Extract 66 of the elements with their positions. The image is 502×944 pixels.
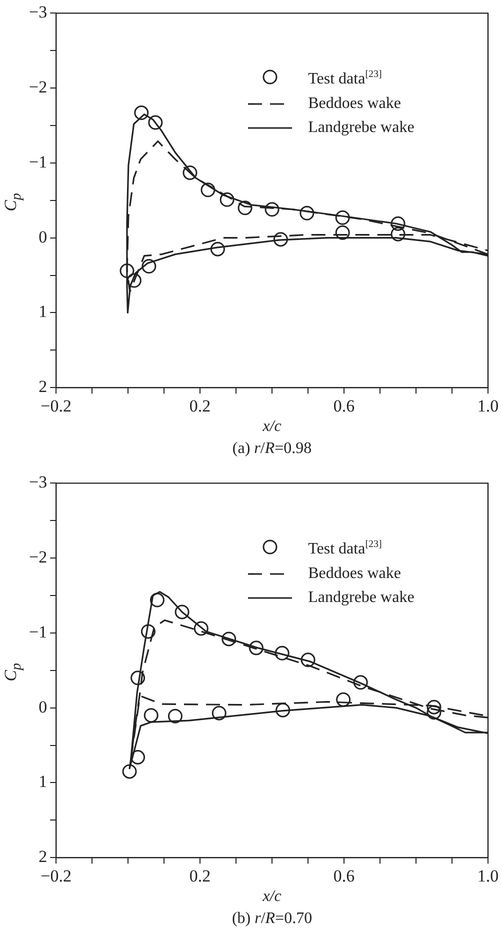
point <box>238 200 252 216</box>
point <box>140 624 156 639</box>
x-tick-label: 0.2 <box>189 866 211 886</box>
point <box>220 192 234 207</box>
point <box>126 273 142 288</box>
legend-label: Beddoes wake <box>308 564 401 584</box>
point <box>148 115 163 130</box>
point <box>426 700 442 714</box>
point <box>390 226 406 242</box>
x-axis-title: x/c <box>262 418 282 436</box>
y-tick-label: 1 <box>38 772 48 792</box>
point <box>168 708 182 724</box>
x-tick-label: 1.0 <box>477 866 499 886</box>
point <box>200 182 216 198</box>
point <box>122 764 137 779</box>
y-tick-label: 0 <box>38 697 48 716</box>
point <box>336 692 351 707</box>
text: (b) r/R=0.70 <box>230 910 314 928</box>
point <box>142 259 156 274</box>
legend-label: Landgrebe wake <box>308 588 414 608</box>
y-tick-label: −1 <box>28 152 48 172</box>
legend-label: Test data$^{[23]}$ <box>308 68 382 90</box>
point <box>390 216 406 231</box>
point <box>300 652 316 668</box>
point <box>264 202 280 217</box>
x-tick-label: −0.2 <box>40 866 72 886</box>
legend-label: Landgrebe wake <box>308 118 414 138</box>
legend-label: Test data$^{[23]}$ <box>308 538 382 560</box>
point <box>222 632 236 646</box>
y-tick-label: 2 <box>38 847 48 866</box>
y-tick-label: −3 <box>28 2 48 22</box>
point <box>353 675 368 690</box>
point <box>274 646 290 660</box>
point <box>182 165 198 180</box>
y-tick-label: −2 <box>28 78 48 97</box>
x-tick-label: 1.0 <box>477 396 499 416</box>
point <box>174 604 190 620</box>
y-tick-label: 2 <box>38 377 48 396</box>
point <box>130 670 146 686</box>
x-tick-label: 0.6 <box>333 396 355 416</box>
point <box>212 706 226 720</box>
x-axis-title: x/c <box>262 888 282 906</box>
point <box>210 242 225 256</box>
point <box>335 225 350 240</box>
point <box>276 702 290 718</box>
x-tick-label: 0.6 <box>333 866 355 886</box>
x-tick-label: −0.2 <box>40 396 72 416</box>
legend-label: Beddoes wake <box>308 94 401 114</box>
text: (a) r/R=0.98 <box>231 440 313 458</box>
point <box>134 106 149 120</box>
point <box>248 640 264 656</box>
y-tick-label: −3 <box>28 472 48 492</box>
point <box>130 750 146 765</box>
point <box>144 708 158 723</box>
point <box>194 621 208 636</box>
y-tick-label: 1 <box>38 302 48 322</box>
y-tick-label: −1 <box>28 622 48 642</box>
point <box>426 705 442 720</box>
point <box>300 206 314 220</box>
x-tick-label: 0.2 <box>189 396 211 416</box>
y-tick-label: 0 <box>38 227 48 246</box>
point <box>335 210 350 225</box>
point <box>120 264 134 278</box>
y-tick-label: −2 <box>28 548 48 567</box>
point <box>150 592 164 608</box>
point <box>273 232 288 247</box>
